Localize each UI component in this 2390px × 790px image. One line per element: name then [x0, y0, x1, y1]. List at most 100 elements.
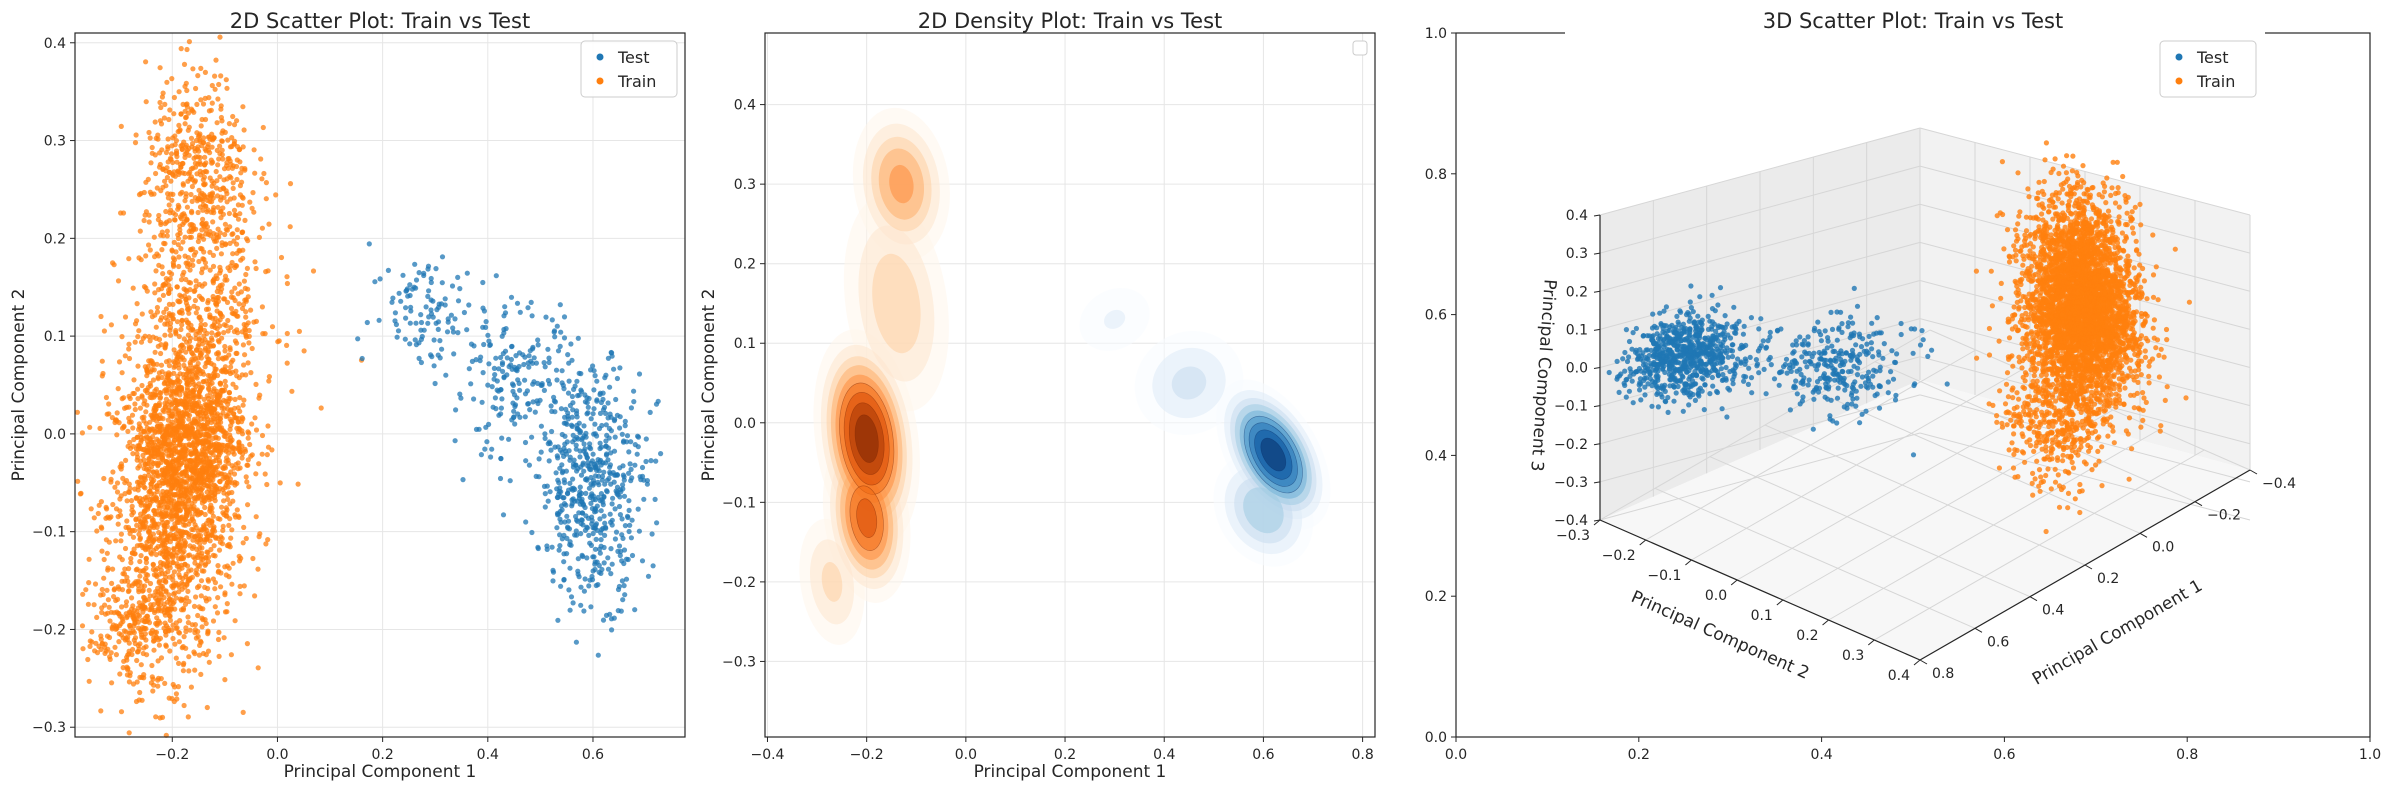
- scatter-point-train: [118, 210, 124, 216]
- scatter-point-test: [597, 391, 603, 398]
- scatter-point-test: [581, 423, 587, 429]
- scatter-point-test: [535, 400, 541, 407]
- scatter-point-train: [181, 548, 187, 555]
- scatter-point-train: [125, 428, 131, 434]
- scatter-point-train: [142, 461, 148, 467]
- scatter-point-test: [574, 378, 580, 384]
- scatter-point-test: [482, 446, 488, 452]
- scatter-point-test: [473, 357, 479, 363]
- scatter-point-train: [154, 615, 160, 621]
- scatter-point-test: [517, 309, 523, 315]
- scatter-point-test: [471, 343, 477, 349]
- scatter-point-train: [171, 569, 178, 575]
- scatter-point-test: [512, 403, 518, 410]
- scatter-point-train: [103, 648, 109, 654]
- scatter-point-train: [170, 635, 176, 642]
- scatter-point-test: [557, 508, 563, 515]
- scatter-point-test: [421, 272, 427, 279]
- scatter-point-train: [224, 163, 230, 169]
- scatter3d-point-test: [1687, 299, 1693, 305]
- scatter-point-train: [220, 465, 226, 471]
- scatter-point-train: [195, 196, 201, 202]
- scatter-point-train: [187, 338, 193, 344]
- scatter-point-train: [210, 219, 216, 225]
- scatter-point-train: [201, 333, 207, 339]
- scatter-point-train: [174, 511, 180, 517]
- scatter-point-train: [137, 228, 143, 234]
- scatter-point-test: [574, 518, 581, 524]
- scatter-point-train: [227, 476, 233, 482]
- scatter-point-train: [198, 295, 204, 301]
- scatter-point-train: [287, 224, 293, 230]
- scatter-point-train: [256, 534, 262, 540]
- scatter-point-train: [201, 174, 207, 180]
- scatter-point-test: [500, 512, 507, 518]
- scatter-point-train: [209, 505, 215, 511]
- scatter-point-train: [169, 451, 175, 457]
- scatter-point-test: [545, 346, 551, 352]
- scatter-point-train: [226, 121, 232, 127]
- scatter-point-train: [170, 210, 176, 216]
- scatter-point-train: [172, 133, 178, 139]
- scatter-point-train: [132, 406, 138, 413]
- scatter-point-test: [590, 568, 596, 574]
- scatter-point-test: [603, 422, 609, 428]
- scatter3d-point-test: [1758, 316, 1764, 322]
- scatter-point-train: [221, 635, 227, 641]
- scatter-point-train: [185, 260, 191, 266]
- scatter-point-test: [423, 304, 429, 310]
- scatter-point-test: [489, 446, 495, 452]
- scatter-point-train: [129, 507, 135, 513]
- scatter-point-train: [199, 545, 205, 551]
- scatter-point-train: [167, 107, 173, 113]
- scatter-point-test: [418, 319, 425, 326]
- scatter-point-train: [213, 57, 219, 63]
- scatter-point-train: [97, 425, 103, 431]
- scatter-point-train: [160, 540, 166, 546]
- scatter-point-test: [603, 443, 609, 449]
- scatter-point-train: [151, 454, 157, 460]
- scatter-point-train: [131, 617, 137, 623]
- scatter-point-test: [604, 489, 610, 495]
- scatter-point-train: [152, 607, 158, 614]
- scatter-point-test: [552, 334, 558, 340]
- scatter-point-train: [266, 221, 272, 227]
- scatter-point-train: [114, 480, 121, 486]
- scatter-point-test: [538, 423, 545, 429]
- scatter-point-train: [237, 183, 243, 189]
- scatter-point-test: [644, 481, 651, 487]
- density-x-tick-label: 0.2: [1054, 747, 1076, 763]
- scatter-point-train: [171, 94, 177, 101]
- scatter-point-train: [249, 345, 255, 352]
- scatter-point-train: [152, 349, 158, 355]
- scatter-point-train: [95, 510, 101, 517]
- scatter-y-label: Principal Component 2: [9, 289, 29, 482]
- scatter-point-train: [142, 398, 148, 404]
- scatter-point-train: [202, 69, 208, 75]
- scatter-point-train: [126, 346, 132, 352]
- scatter-point-test: [647, 409, 653, 415]
- scatter-point-train: [197, 541, 203, 547]
- scatter-point-train: [218, 289, 224, 295]
- scatter-point-train: [182, 154, 188, 160]
- scatter-point-train: [147, 135, 153, 141]
- scatter-point-train: [167, 565, 173, 571]
- scatter-point-train: [132, 140, 139, 146]
- scatter-point-train: [212, 498, 218, 504]
- scatter-point-train: [179, 310, 185, 316]
- scatter3d-point-test: [1745, 381, 1751, 387]
- scatter-point-test: [570, 485, 577, 491]
- scatter-point-train: [194, 101, 200, 107]
- scatter-point-train: [141, 284, 148, 290]
- scatter-point-train: [192, 178, 198, 184]
- scatter-point-test: [577, 428, 584, 435]
- scatter-point-train: [203, 555, 209, 561]
- scatter-point-test: [544, 546, 550, 553]
- scatter-point-train: [143, 179, 149, 185]
- scatter-point-train: [198, 578, 205, 584]
- scatter-point-train: [133, 517, 139, 523]
- scatter-point-test: [408, 308, 414, 314]
- scatter-point-test: [542, 431, 548, 437]
- scatter-point-train: [160, 292, 166, 298]
- scatter-point-test: [590, 411, 596, 417]
